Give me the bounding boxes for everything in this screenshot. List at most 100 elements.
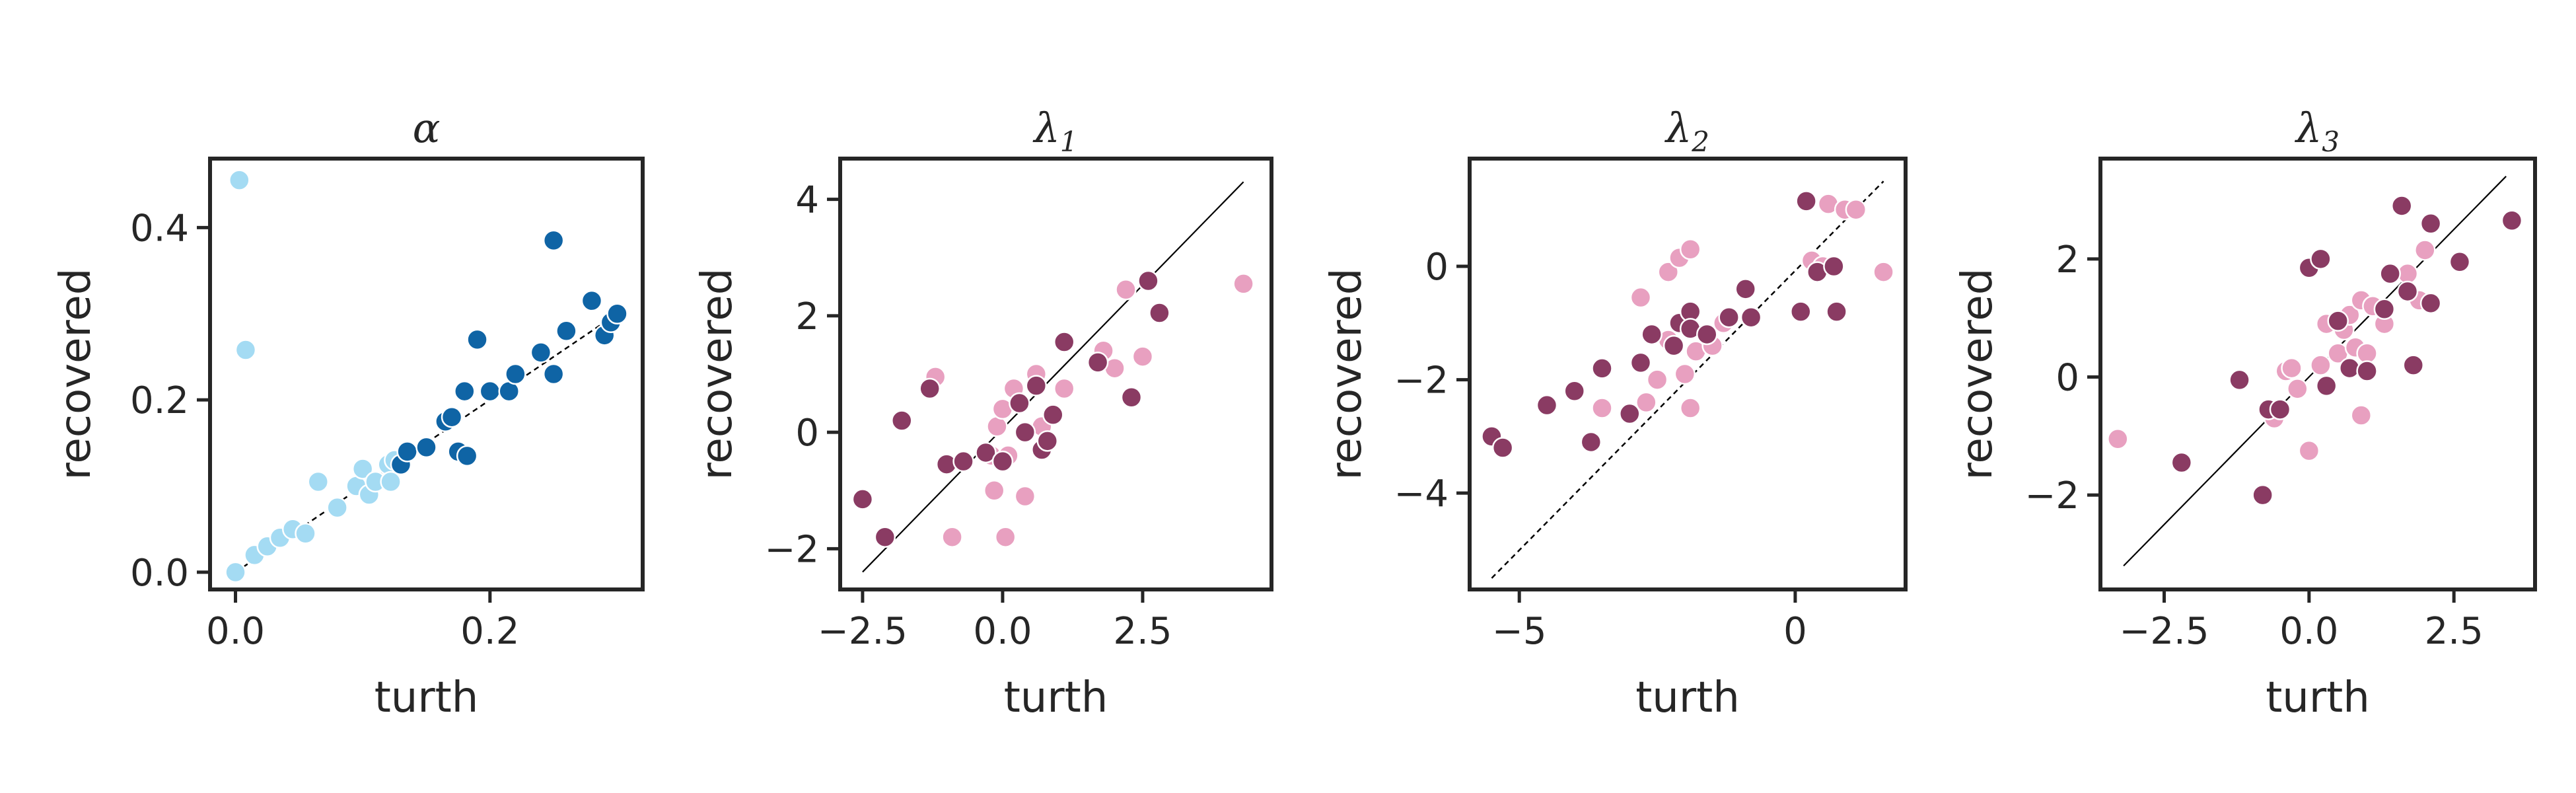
data-point <box>2390 195 2413 217</box>
data-point <box>1740 306 1762 328</box>
data-point <box>1635 391 1657 414</box>
panel-2: −2.5 0.0 2.5 −2 0 2 4 turth recovered λ1 <box>693 104 1273 722</box>
data-point <box>2107 428 2129 450</box>
x-tick-label: 0.0 <box>206 610 265 653</box>
data-point <box>606 303 628 324</box>
data-point <box>851 488 874 510</box>
data-point <box>891 410 913 432</box>
y-tick-label: −2 <box>1394 359 1449 402</box>
y-tick-label: 2 <box>795 295 819 338</box>
data-point <box>454 380 476 402</box>
data-point <box>1036 430 1059 452</box>
data-point <box>229 169 250 191</box>
data-point <box>396 441 418 463</box>
data-point <box>542 363 565 385</box>
data-point <box>2379 262 2401 285</box>
data-point <box>1042 404 1064 426</box>
data-point <box>1087 352 1109 373</box>
data-point <box>1790 301 1812 322</box>
data-point <box>1629 286 1652 309</box>
data-point <box>2350 404 2373 426</box>
panel-title: α <box>413 104 441 152</box>
data-point <box>542 229 565 252</box>
data-point <box>307 471 329 493</box>
axes-frame <box>838 157 1273 591</box>
data-point <box>919 377 941 400</box>
data-point <box>1657 261 1680 283</box>
y-tick-label: 0 <box>795 412 819 455</box>
data-point <box>1563 380 1585 402</box>
y-axis-label: recovered <box>52 268 100 480</box>
data-point <box>2298 439 2320 462</box>
data-point <box>952 450 974 472</box>
data-point <box>1679 397 1701 419</box>
data-point <box>225 561 246 584</box>
data-point <box>1591 397 1613 419</box>
data-point <box>2315 375 2338 397</box>
y-tick-label: 2 <box>2056 239 2079 282</box>
data-point <box>1120 386 1143 408</box>
data-point <box>2269 398 2291 420</box>
data-point <box>1115 278 1137 301</box>
data-point <box>1580 431 1602 453</box>
data-point <box>2339 357 2361 379</box>
y-tick-label: 0.0 <box>130 552 189 595</box>
panel-title: λ1 <box>1032 104 1077 158</box>
data-point <box>1014 421 1036 443</box>
x-tick-label: −2.5 <box>818 610 908 653</box>
data-point <box>1674 363 1696 385</box>
x-tick-label: 0.2 <box>460 610 519 653</box>
data-point <box>234 339 257 361</box>
data-point <box>1641 323 1663 346</box>
data-point <box>975 441 997 464</box>
y-axis-label: recovered <box>1953 268 2002 480</box>
data-point <box>874 526 896 548</box>
identity-line <box>862 181 1244 573</box>
data-point <box>1536 394 1558 416</box>
data-point <box>1718 306 1740 328</box>
data-point <box>1735 278 1756 300</box>
data-point <box>2281 357 2303 379</box>
x-tick-label: −5 <box>1492 610 1547 653</box>
data-point <box>415 436 437 459</box>
data-point <box>2402 354 2425 376</box>
data-point <box>994 526 1017 548</box>
data-point <box>1591 358 1613 379</box>
y-tick-label: 0.2 <box>130 379 189 422</box>
data-point <box>1873 261 1894 283</box>
data-point <box>1826 301 1847 322</box>
data-point <box>380 471 402 493</box>
x-axis-label: turth <box>1635 673 1740 722</box>
data-point <box>1137 270 1159 292</box>
axes-frame <box>2098 157 2537 591</box>
data-point <box>1053 331 1075 353</box>
x-axis-label: turth <box>1004 673 1108 722</box>
y-tick-label: 0 <box>2056 356 2079 399</box>
data-point <box>441 406 463 428</box>
data-point <box>1619 402 1641 425</box>
data-point <box>326 496 348 519</box>
panel-title: λ3 <box>2294 104 2340 158</box>
data-point <box>1795 190 1817 212</box>
data-point <box>2252 484 2273 506</box>
x-tick-label: −2.5 <box>2120 610 2209 653</box>
data-point <box>466 328 488 351</box>
y-tick-label: −4 <box>1394 472 1449 515</box>
data-point <box>2287 378 2308 400</box>
axes-frame <box>1468 157 1908 591</box>
data-point <box>1053 377 1075 400</box>
data-point <box>1491 437 1514 459</box>
panel-3: −5 0 −4 −2 0 turth recovered λ2 <box>1322 104 1908 722</box>
data-point <box>505 363 526 385</box>
data-point <box>991 450 1014 472</box>
data-point <box>941 526 963 548</box>
data-point <box>983 479 1005 502</box>
data-point <box>351 458 374 480</box>
data-point <box>2356 342 2378 364</box>
data-point <box>295 522 316 545</box>
data-point <box>2229 369 2250 391</box>
data-point <box>2419 292 2442 315</box>
data-point <box>1009 392 1030 414</box>
data-point <box>2356 360 2378 382</box>
